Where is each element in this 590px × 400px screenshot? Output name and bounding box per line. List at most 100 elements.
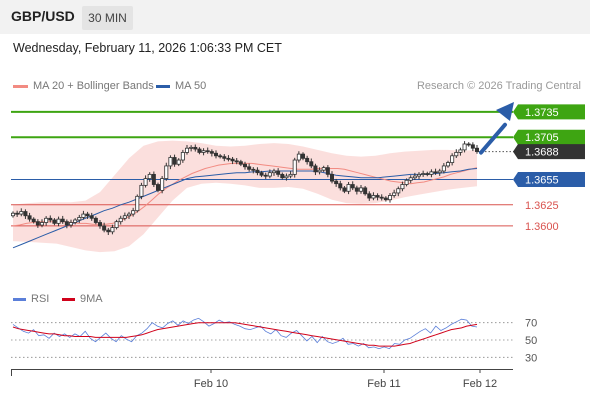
- candle-body: [425, 173, 430, 175]
- candle-body: [342, 187, 347, 192]
- candle-body: [118, 217, 123, 223]
- candle-body: [433, 171, 438, 174]
- candle-body: [354, 187, 359, 192]
- level-tag-box: [513, 144, 585, 160]
- candle-body: [110, 227, 115, 233]
- time-axis: Feb 10 Feb 11 Feb 12: [11, 369, 513, 390]
- candle-body: [429, 171, 434, 175]
- candle-body: [180, 152, 185, 161]
- candle-body: [172, 157, 177, 165]
- candle-body: [317, 169, 322, 173]
- candle-body: [280, 173, 285, 179]
- candle-body: [40, 222, 45, 226]
- candle-body: [358, 187, 363, 192]
- candle-body: [450, 155, 455, 163]
- level-tag-1-3705: 1.3705: [513, 129, 585, 145]
- candle-body: [263, 174, 268, 177]
- candle-body: [213, 152, 218, 157]
- candle-body: [197, 148, 202, 153]
- candle-body: [383, 197, 388, 201]
- candle-body: [102, 225, 107, 231]
- level-tag-text: 1.3655: [525, 174, 559, 186]
- bollinger-band-fill: [13, 140, 477, 253]
- candle-body: [31, 218, 36, 223]
- candle-body: [392, 192, 397, 196]
- candle-body: [445, 162, 450, 167]
- candle-body: [122, 215, 127, 219]
- candle-body: [305, 157, 310, 163]
- rsi-line: [12, 317, 478, 350]
- candle-body: [56, 218, 61, 224]
- timeframe-badge[interactable]: 30 MIN: [82, 6, 133, 30]
- candle-body: [189, 146, 194, 149]
- rsi-panel: 70 50 30: [11, 317, 537, 364]
- candle-body: [35, 221, 40, 226]
- legend-9ma-label: 9MA: [80, 293, 103, 305]
- rsi-tick-50: 50: [525, 335, 537, 347]
- candle-body: [251, 168, 256, 171]
- candle-body: [421, 173, 426, 175]
- level-tags: 1.3735 1.3705 1.3688 1.3655 1.3625 1.3600: [513, 104, 585, 233]
- candle-body: [127, 213, 132, 217]
- candle-body: [176, 159, 181, 165]
- candle-body: [334, 180, 339, 185]
- candle-body: [44, 217, 49, 223]
- candle-body: [135, 195, 140, 212]
- candle-body: [85, 213, 90, 217]
- candle-body: [60, 218, 65, 223]
- candle-body: [309, 161, 314, 167]
- legend-ma50-swatch: [156, 84, 170, 88]
- candle-body: [205, 150, 210, 153]
- candle-body: [230, 158, 235, 162]
- level-tag-1-3655: 1.3655: [513, 171, 585, 187]
- candle-body: [143, 178, 148, 186]
- x-tick-label: Feb 12: [463, 378, 497, 390]
- level-tag-text: 1.3600: [525, 221, 559, 233]
- candle-body: [10, 212, 15, 217]
- candle-body: [288, 173, 293, 177]
- level-tag-text: 1.3705: [525, 132, 559, 144]
- candle-body: [106, 229, 111, 233]
- candle-body: [209, 151, 214, 154]
- candle-body: [346, 184, 351, 192]
- legend-ma50-label: MA 50: [175, 80, 207, 92]
- candle-body: [168, 157, 173, 167]
- level-tag-text: 1.3735: [525, 107, 559, 119]
- legend-rsi-swatch: [13, 297, 26, 301]
- rsi-tick-30: 30: [525, 352, 537, 364]
- candle-body: [147, 173, 152, 179]
- candle-body: [23, 211, 28, 217]
- candle-body: [404, 179, 409, 185]
- level-tag-box: [513, 104, 585, 120]
- candle-body: [160, 178, 165, 191]
- candle-body: [218, 155, 223, 158]
- candle-body: [271, 170, 276, 174]
- candle-body: [155, 184, 160, 191]
- candle-body: [416, 173, 421, 177]
- candle-body: [437, 170, 442, 174]
- candle-body: [458, 149, 463, 153]
- level-tag-1-3735: 1.3735: [513, 104, 585, 120]
- candle-body: [441, 165, 446, 172]
- legend-9ma: 9MA: [62, 293, 103, 305]
- candle-body: [363, 187, 368, 195]
- candle-body: [313, 165, 318, 173]
- candle-body: [454, 152, 459, 157]
- candle-body: [470, 144, 475, 149]
- symbol-title: GBP/USD: [11, 8, 75, 24]
- legend-ma20-label: MA 20 + Bollinger Bands: [33, 80, 154, 92]
- candle-body: [81, 213, 86, 218]
- candle-body: [193, 146, 198, 150]
- candle-body: [151, 173, 156, 185]
- candle-body: [462, 143, 467, 151]
- candle-body: [300, 153, 305, 159]
- candle-body: [276, 170, 281, 175]
- candle-body: [292, 159, 297, 175]
- level-tag-box: [513, 129, 585, 145]
- level-tag-1-3600: 1.3600: [525, 221, 559, 233]
- candle-body: [396, 188, 401, 194]
- candle-body: [77, 217, 82, 221]
- candle-body: [247, 166, 252, 170]
